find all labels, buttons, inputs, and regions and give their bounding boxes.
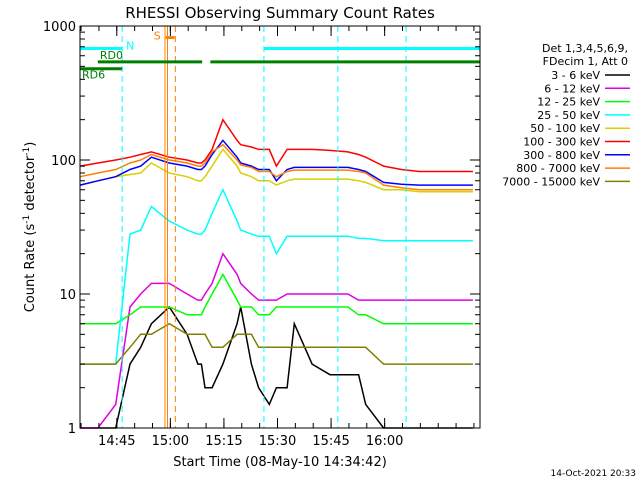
legend-header-1: Det 1,3,4,5,6,9, bbox=[542, 42, 628, 55]
legend-label: 50 - 100 keV bbox=[530, 122, 600, 135]
flare-label: S bbox=[154, 30, 161, 43]
y-axis: 1 10 100 1000 bbox=[43, 20, 480, 437]
x-tick-label: 15:45 bbox=[312, 434, 349, 449]
attenuator-label: RD0 bbox=[100, 49, 123, 62]
series-line-2 bbox=[80, 272, 473, 325]
legend-label: 7000 - 15000 keV bbox=[502, 175, 600, 188]
night-label: N bbox=[126, 39, 134, 52]
series-line-3 bbox=[80, 187, 473, 365]
series-line-6 bbox=[79, 139, 473, 186]
legend-label: 3 - 6 keV bbox=[551, 69, 600, 82]
y-tick-label: 1000 bbox=[43, 20, 76, 35]
legend: Det 1,3,4,5,6,9, FDecim 1, Att 0 3 - 6 k… bbox=[502, 42, 630, 188]
legend-header-2: FDecim 1, Att 0 bbox=[543, 55, 628, 68]
attenuator-label: RD6 bbox=[82, 69, 105, 82]
legend-label: 25 - 50 keV bbox=[537, 109, 600, 122]
x-tick-label: 16:00 bbox=[366, 434, 403, 449]
data-lines bbox=[79, 118, 473, 429]
y-tick-label: 1 bbox=[68, 422, 76, 437]
legend-label: 12 - 25 keV bbox=[537, 96, 600, 109]
y-axis-label: Count Rate (s-1 detector-1) bbox=[22, 142, 38, 313]
plot-frame bbox=[79, 25, 481, 429]
series-line-8 bbox=[80, 322, 473, 365]
y-tick-label: 100 bbox=[51, 154, 76, 169]
x-axis-label: Start Time (08-May-10 14:34:42) bbox=[173, 455, 387, 470]
chart-title: RHESSI Observing Summary Count Rates bbox=[125, 4, 435, 22]
x-axis: 14:45 15:00 15:15 15:30 15:45 16:00 bbox=[80, 26, 475, 449]
legend-label: 800 - 7000 keV bbox=[516, 162, 600, 175]
series-line-7 bbox=[79, 143, 473, 191]
x-tick-label: 15:00 bbox=[152, 434, 189, 449]
x-tick-label: 14:45 bbox=[98, 434, 135, 449]
legend-label: 100 - 300 keV bbox=[523, 136, 600, 149]
y-tick-label: 10 bbox=[59, 288, 76, 303]
series-line-5 bbox=[79, 118, 473, 173]
series-line-1 bbox=[80, 252, 473, 429]
legend-label: 6 - 12 keV bbox=[544, 82, 600, 95]
x-tick-label: 15:30 bbox=[259, 434, 296, 449]
x-tick-label: 15:15 bbox=[205, 434, 242, 449]
series-line-4 bbox=[79, 148, 473, 193]
legend-label: 300 - 800 keV bbox=[523, 149, 600, 162]
footer-date: 14-Oct-2021 20:33 bbox=[551, 469, 636, 479]
